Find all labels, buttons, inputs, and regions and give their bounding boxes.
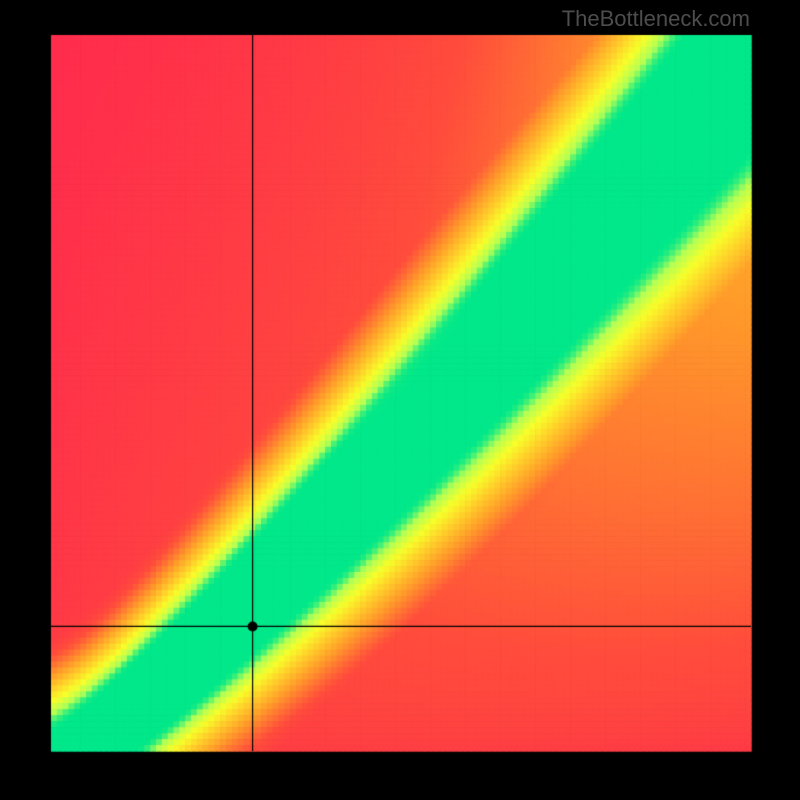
watermark-text: TheBottleneck.com: [562, 6, 750, 32]
chart-container: TheBottleneck.com: [0, 0, 800, 800]
bottleneck-heatmap: [0, 0, 800, 800]
